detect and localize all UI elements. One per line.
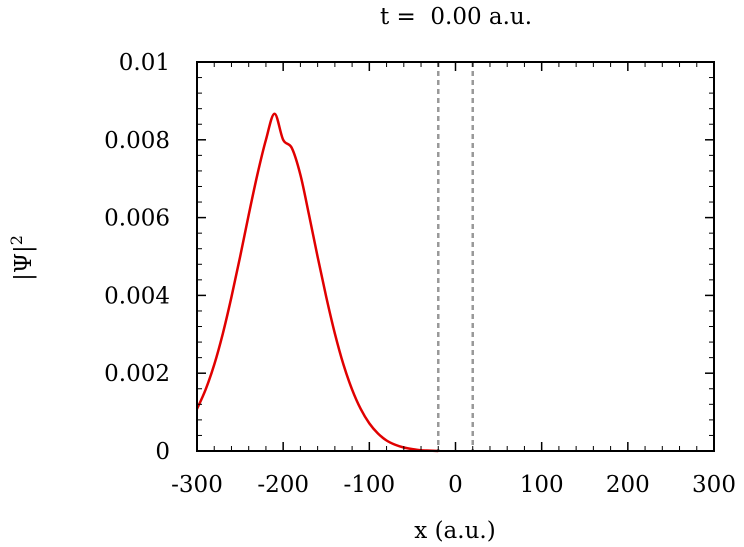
y-tick-label: 0.002 (104, 361, 170, 387)
y-tick-label: 0.008 (104, 128, 170, 154)
y-axis-title: |Ψ|2 (7, 235, 37, 281)
y-tick-label: 0 (155, 439, 170, 465)
x-tick-label: -300 (171, 472, 223, 498)
x-tick-label: 200 (606, 472, 650, 498)
y-tick-label: 0.01 (119, 50, 170, 76)
x-tick-label: -200 (257, 472, 309, 498)
plot-area: -300 -200 -100 0 100 200 300 0 0.002 0.004 0.006 0.… (104, 50, 736, 498)
chart-title: t = 0.00 a.u. (380, 4, 532, 30)
plot-frame (196, 61, 715, 452)
x-tick-label: -100 (343, 472, 395, 498)
x-tick-label: 100 (520, 472, 564, 498)
y-tick-label: 0.004 (104, 283, 170, 309)
y-axis-title-base: |Ψ| (11, 245, 37, 281)
x-axis-title: x (a.u.) (414, 518, 495, 544)
x-tick-label: 300 (692, 472, 736, 498)
x-tick-label: 0 (448, 472, 463, 498)
y-axis-title-superscript: 2 (7, 235, 26, 245)
y-tick-label: 0.006 (104, 206, 170, 232)
series-line-0 (195, 112, 439, 453)
